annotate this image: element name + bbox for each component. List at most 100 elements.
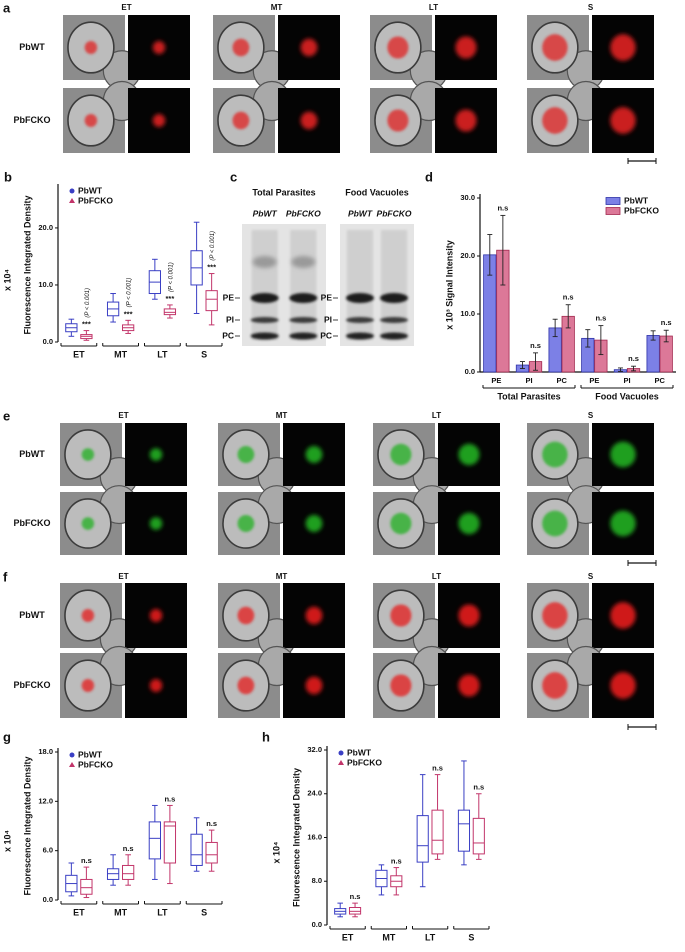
p-value-label: (P < 0.001) xyxy=(127,278,133,308)
merged-signal xyxy=(81,517,95,530)
p-value-label: (P < 0.001) xyxy=(168,262,174,292)
fluorescence-signal xyxy=(305,676,323,695)
column-header: S xyxy=(588,3,594,12)
x-tick-label: LT xyxy=(157,907,168,917)
row-label: PbFCKO xyxy=(14,518,51,528)
gel-band xyxy=(380,293,409,303)
band-label: PC xyxy=(222,330,234,340)
panel-label: f xyxy=(3,569,8,584)
significance-label: n.s xyxy=(563,293,574,302)
significance-label: n.s xyxy=(497,203,508,212)
bar xyxy=(646,335,660,373)
panel-label: h xyxy=(262,729,270,744)
fluorescence-signal xyxy=(149,679,163,692)
y-tick-label: 18.0 xyxy=(38,747,53,756)
fluorescence-signal xyxy=(610,107,636,134)
merged-signal xyxy=(84,114,98,127)
x-tick-label: S xyxy=(201,349,207,359)
panel-label: g xyxy=(3,729,11,744)
legend-label: PbFCKO xyxy=(347,757,382,767)
box xyxy=(205,290,218,312)
fluorescence-signal xyxy=(610,441,636,468)
panel-label: d xyxy=(425,169,433,184)
box xyxy=(457,809,471,852)
merged-signal xyxy=(390,443,412,466)
merged-signal xyxy=(542,34,568,61)
x-tick-label: PE xyxy=(491,376,501,385)
legend-marker xyxy=(69,762,75,767)
gel-title: Total Parasites xyxy=(252,187,315,197)
x-tick-label: ET xyxy=(342,932,354,942)
fluorescence-signal xyxy=(455,36,477,59)
box xyxy=(163,821,177,864)
merged-signal xyxy=(542,107,568,134)
significance-label: n.s xyxy=(391,857,402,866)
x-tick-label: MT xyxy=(114,349,127,359)
y-tick-label: 20.0 xyxy=(38,223,53,232)
merged-signal xyxy=(81,448,95,461)
significance-label: n.s xyxy=(432,764,443,773)
row-label: PbWT xyxy=(19,610,45,620)
box xyxy=(205,841,218,864)
gel-band xyxy=(250,317,279,323)
lane-label: PbFCKO xyxy=(377,208,412,218)
legend-swatch xyxy=(605,197,621,205)
y-axis-label: x 10³ Signal Intensity xyxy=(444,240,454,330)
fluorescence-signal xyxy=(152,41,166,54)
y-tick-label: 0.0 xyxy=(465,367,475,376)
gel-band xyxy=(380,317,409,323)
y-axis-label: Fluorescence Integrated Density xyxy=(291,768,301,907)
y-tick-label: 12.0 xyxy=(38,796,53,805)
gel-band xyxy=(289,293,318,303)
merged-signal xyxy=(232,38,250,57)
x-tick-label: PC xyxy=(654,376,665,385)
panel-label: a xyxy=(3,0,11,15)
gel-band xyxy=(250,332,279,340)
merged-signal xyxy=(81,609,95,622)
box xyxy=(431,809,444,855)
x-tick-label: PI xyxy=(623,376,630,385)
y-tick-label: 6.0 xyxy=(43,846,53,855)
merged-signal xyxy=(237,676,255,695)
legend-marker xyxy=(338,760,344,765)
legend-label: PbWT xyxy=(347,747,372,757)
fluorescence-signal xyxy=(610,34,636,61)
panel-label: c xyxy=(230,169,237,184)
merged-signal xyxy=(232,111,250,130)
merged-signal xyxy=(237,445,255,464)
y-tick-label: 24.0 xyxy=(307,789,322,798)
lane-smear xyxy=(381,230,408,340)
p-value-label: (P < 0.001) xyxy=(85,288,91,318)
legend-label: PbWT xyxy=(624,195,649,205)
x-tick-label: LT xyxy=(425,932,436,942)
significance-label: n.s xyxy=(530,341,541,350)
merged-signal xyxy=(84,41,98,54)
lane-label: PbFCKO xyxy=(286,208,321,218)
legend-marker xyxy=(69,188,75,194)
significance-label: *** xyxy=(207,263,216,272)
box xyxy=(148,821,161,860)
column-header: ET xyxy=(118,572,128,581)
panel-label: e xyxy=(3,408,10,423)
smear-band xyxy=(291,256,316,268)
box xyxy=(348,907,362,915)
legend-label: PbFCKO xyxy=(78,195,113,205)
y-tick-label: 8.0 xyxy=(312,876,322,885)
significance-label: n.s xyxy=(595,314,606,323)
fluorescence-signal xyxy=(149,609,163,622)
y-tick-label: 0.0 xyxy=(43,337,53,346)
legend-label: PbWT xyxy=(78,749,103,759)
group-label: Food Vacuoles xyxy=(595,391,659,401)
column-header: LT xyxy=(432,411,441,420)
merged-signal xyxy=(81,679,95,692)
fluorescence-signal xyxy=(152,114,166,127)
fluorescence-signal xyxy=(300,38,318,57)
significance-label: n.s xyxy=(123,844,134,853)
merged-signal xyxy=(387,36,409,59)
fluorescence-signal xyxy=(458,604,480,627)
fluorescence-signal xyxy=(458,512,480,535)
y-scale-label: x 10⁴ xyxy=(2,269,12,291)
box xyxy=(163,308,177,316)
gel-band xyxy=(345,293,374,303)
